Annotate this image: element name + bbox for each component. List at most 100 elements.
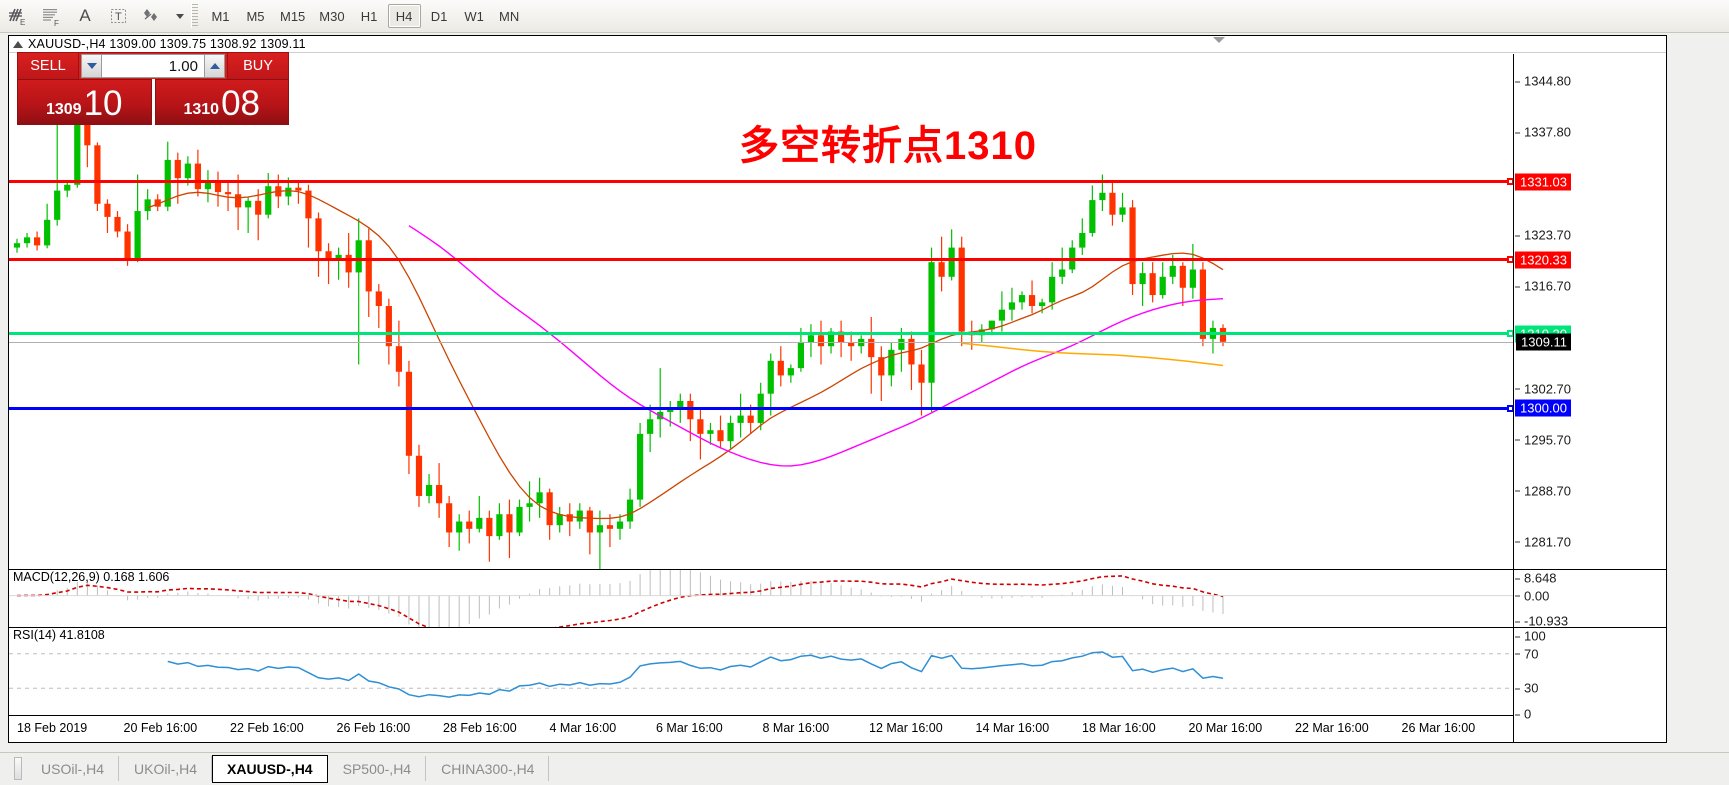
grid-icon[interactable]: F	[34, 1, 68, 31]
rsi-tick: 100	[1515, 628, 1546, 644]
time-tick: 6 Mar 16:00	[656, 721, 723, 735]
rsi-label: RSI(14) 41.8108	[13, 628, 105, 642]
tab-ukoil[interactable]: UKOil-,H4	[119, 756, 213, 781]
objects-dropdown-icon[interactable]	[170, 1, 188, 31]
sell-price-integer: 1309	[45, 101, 82, 118]
sell-price-fraction: 10	[83, 84, 123, 123]
macd-pane[interactable]: MACD(12,26,9) 0.168 1.606 8.648 0.00 -10.9…	[9, 569, 1666, 629]
buy-button[interactable]: BUY	[227, 52, 289, 79]
oct-price-row: 1309 10 1310 08	[17, 79, 289, 125]
buy-price-display[interactable]: 1310 08	[154, 79, 289, 125]
timeframe-d1[interactable]: D1	[430, 8, 448, 24]
candlestick-svg	[13, 108, 1227, 569]
time-tick: 8 Mar 16:00	[762, 721, 830, 735]
price-tick: 1295.70	[1515, 432, 1571, 448]
volume-control[interactable]: 1.00	[79, 52, 227, 79]
price-tick: 1344.80	[1515, 73, 1571, 89]
macd-tick: 8.648	[1515, 570, 1557, 586]
price-level-label-resistance[interactable]: 1331.03	[1515, 173, 1571, 191]
price-level-label-last-price[interactable]: 1309.11	[1516, 333, 1572, 351]
collapse-icon[interactable]	[13, 40, 23, 48]
time-axis: 18 Feb 2019 20 Feb 16:00 22 Feb 16:00 26 Fe…	[9, 715, 1513, 742]
objects-icon[interactable]	[136, 1, 170, 31]
oct-header-row: SELL 1.00 BUY	[17, 52, 289, 79]
time-tick: 20 Feb 16:00	[123, 721, 198, 735]
level-line-resistance[interactable]	[9, 256, 1513, 264]
timeframe-m30[interactable]: M30	[319, 8, 345, 24]
tab-xauusd[interactable]: XAUUSD-,H4	[212, 755, 328, 783]
chart-area[interactable]: XAUUSD-,H4 1309.00 1309.75 1308.92 1309.…	[8, 35, 1667, 743]
rsi-plot[interactable]: RSI(14) 41.8108 18 Feb 2019 20 Feb 16:00 2…	[9, 628, 1513, 742]
tab-usoil[interactable]: USOil-,H4	[26, 756, 120, 781]
price-pane[interactable]: 多空转折点1310 1344.80 1337.80 1323.70 1316.70 13…	[9, 54, 1666, 569]
volume-input[interactable]: 1.00	[102, 54, 204, 78]
price-tick: 1288.70	[1515, 483, 1571, 499]
rsi-svg	[9, 651, 1513, 698]
macd-axis: 8.648 0.00 -10.933	[1513, 570, 1666, 629]
chart-annotation: 多空转折点1310	[739, 124, 1037, 168]
buy-price-integer: 1310	[183, 101, 220, 118]
macd-label: MACD(12,26,9) 0.168 1.606	[13, 570, 170, 584]
tab-china300[interactable]: CHINA300-,H4	[426, 756, 550, 781]
price-tick: 1281.70	[1515, 534, 1571, 550]
price-axis[interactable]: 1344.80 1337.80 1323.70 1316.70 1302.70 1295.…	[1513, 54, 1666, 569]
price-tick: 1316.70	[1515, 278, 1571, 294]
time-tick: 12 Mar 16:00	[869, 721, 943, 735]
level-line-support[interactable]	[9, 404, 1513, 412]
one-click-trading-panel[interactable]: SELL 1.00 BUY 1309 10 1310 08	[17, 52, 289, 125]
price-plot[interactable]: 多空转折点1310	[9, 54, 1513, 569]
price-level-label-resistance[interactable]: 1320.33	[1515, 251, 1571, 269]
macd-svg	[9, 570, 1513, 627]
macd-plot[interactable]: MACD(12,26,9) 0.168 1.606	[9, 570, 1513, 627]
rsi-tick: 30	[1514, 680, 1539, 696]
text-icon[interactable]: A	[79, 6, 91, 25]
rsi-tick: 0	[1514, 706, 1532, 722]
timeframe-m1[interactable]: M1	[211, 8, 230, 24]
price-tick: 1337.80	[1515, 124, 1571, 140]
rsi-pane[interactable]: RSI(14) 41.8108 18 Feb 2019 20 Feb 16:00 2…	[9, 627, 1666, 742]
time-tick: 28 Feb 16:00	[443, 721, 517, 735]
tabbar-scroll-grip[interactable]	[14, 757, 22, 780]
chart-title: XAUUSD-,H4 1309.00 1309.75 1308.92 1309.…	[28, 37, 306, 51]
timeframe-w1[interactable]: W1	[464, 8, 484, 24]
volume-decrement-button[interactable]	[81, 54, 102, 78]
tab-sp500[interactable]: SP500-,H4	[328, 756, 427, 781]
price-level-label-support[interactable]: 1300.00	[1515, 399, 1571, 417]
level-line-pivot[interactable]	[9, 330, 1513, 338]
timeframe-h4[interactable]: H4	[387, 4, 421, 28]
symbol-tabbar[interactable]: USOil-,H4 UKOil-,H4 XAUUSD-,H4 SP500-,H4…	[0, 752, 1729, 785]
indicators-icon[interactable]: E	[0, 1, 34, 31]
time-tick: 4 Mar 16:00	[549, 721, 617, 735]
text-label-icon[interactable]: T	[102, 1, 136, 31]
time-tick: 22 Mar 16:00	[1295, 721, 1369, 735]
svg-text:F: F	[54, 19, 59, 27]
timeframe-m5[interactable]: M5	[246, 8, 265, 24]
main-toolbar: E F A T	[0, 0, 1729, 33]
time-tick: 20 Mar 16:00	[1188, 721, 1263, 735]
last-price-line	[9, 341, 1513, 343]
svg-text:T: T	[115, 11, 122, 23]
rsi-tick: 70	[1514, 646, 1539, 662]
time-tick: 14 Mar 16:00	[975, 721, 1050, 735]
chart-titlebar: XAUUSD-,H4 1309.00 1309.75 1308.92 1309.…	[9, 36, 1666, 53]
timeframe-mn[interactable]: MN	[498, 8, 520, 24]
volume-increment-button[interactable]	[204, 54, 225, 78]
macd-tick: -10.933	[1514, 613, 1569, 629]
chart-scroll-nub[interactable]	[1212, 37, 1225, 43]
buy-price-fraction: 08	[221, 84, 261, 123]
toolbar-grip[interactable]	[191, 4, 198, 28]
time-tick: 18 Mar 16:00	[1082, 721, 1156, 735]
rsi-axis: 100 70 30 0	[1513, 628, 1666, 742]
price-tick: 1302.70	[1515, 381, 1571, 397]
macd-tick: 0.00	[1514, 588, 1550, 604]
sell-button[interactable]: SELL	[17, 52, 79, 79]
time-tick: 22 Feb 16:00	[230, 721, 304, 735]
timeframe-m15[interactable]: M15	[280, 8, 306, 24]
svg-text:E: E	[20, 18, 25, 27]
time-tick: 26 Feb 16:00	[336, 721, 411, 735]
sell-price-display[interactable]: 1309 10	[17, 79, 152, 125]
level-line-resistance[interactable]	[9, 178, 1513, 186]
timeframe-h1[interactable]: H1	[360, 8, 378, 24]
price-tick: 1323.70	[1515, 227, 1571, 243]
